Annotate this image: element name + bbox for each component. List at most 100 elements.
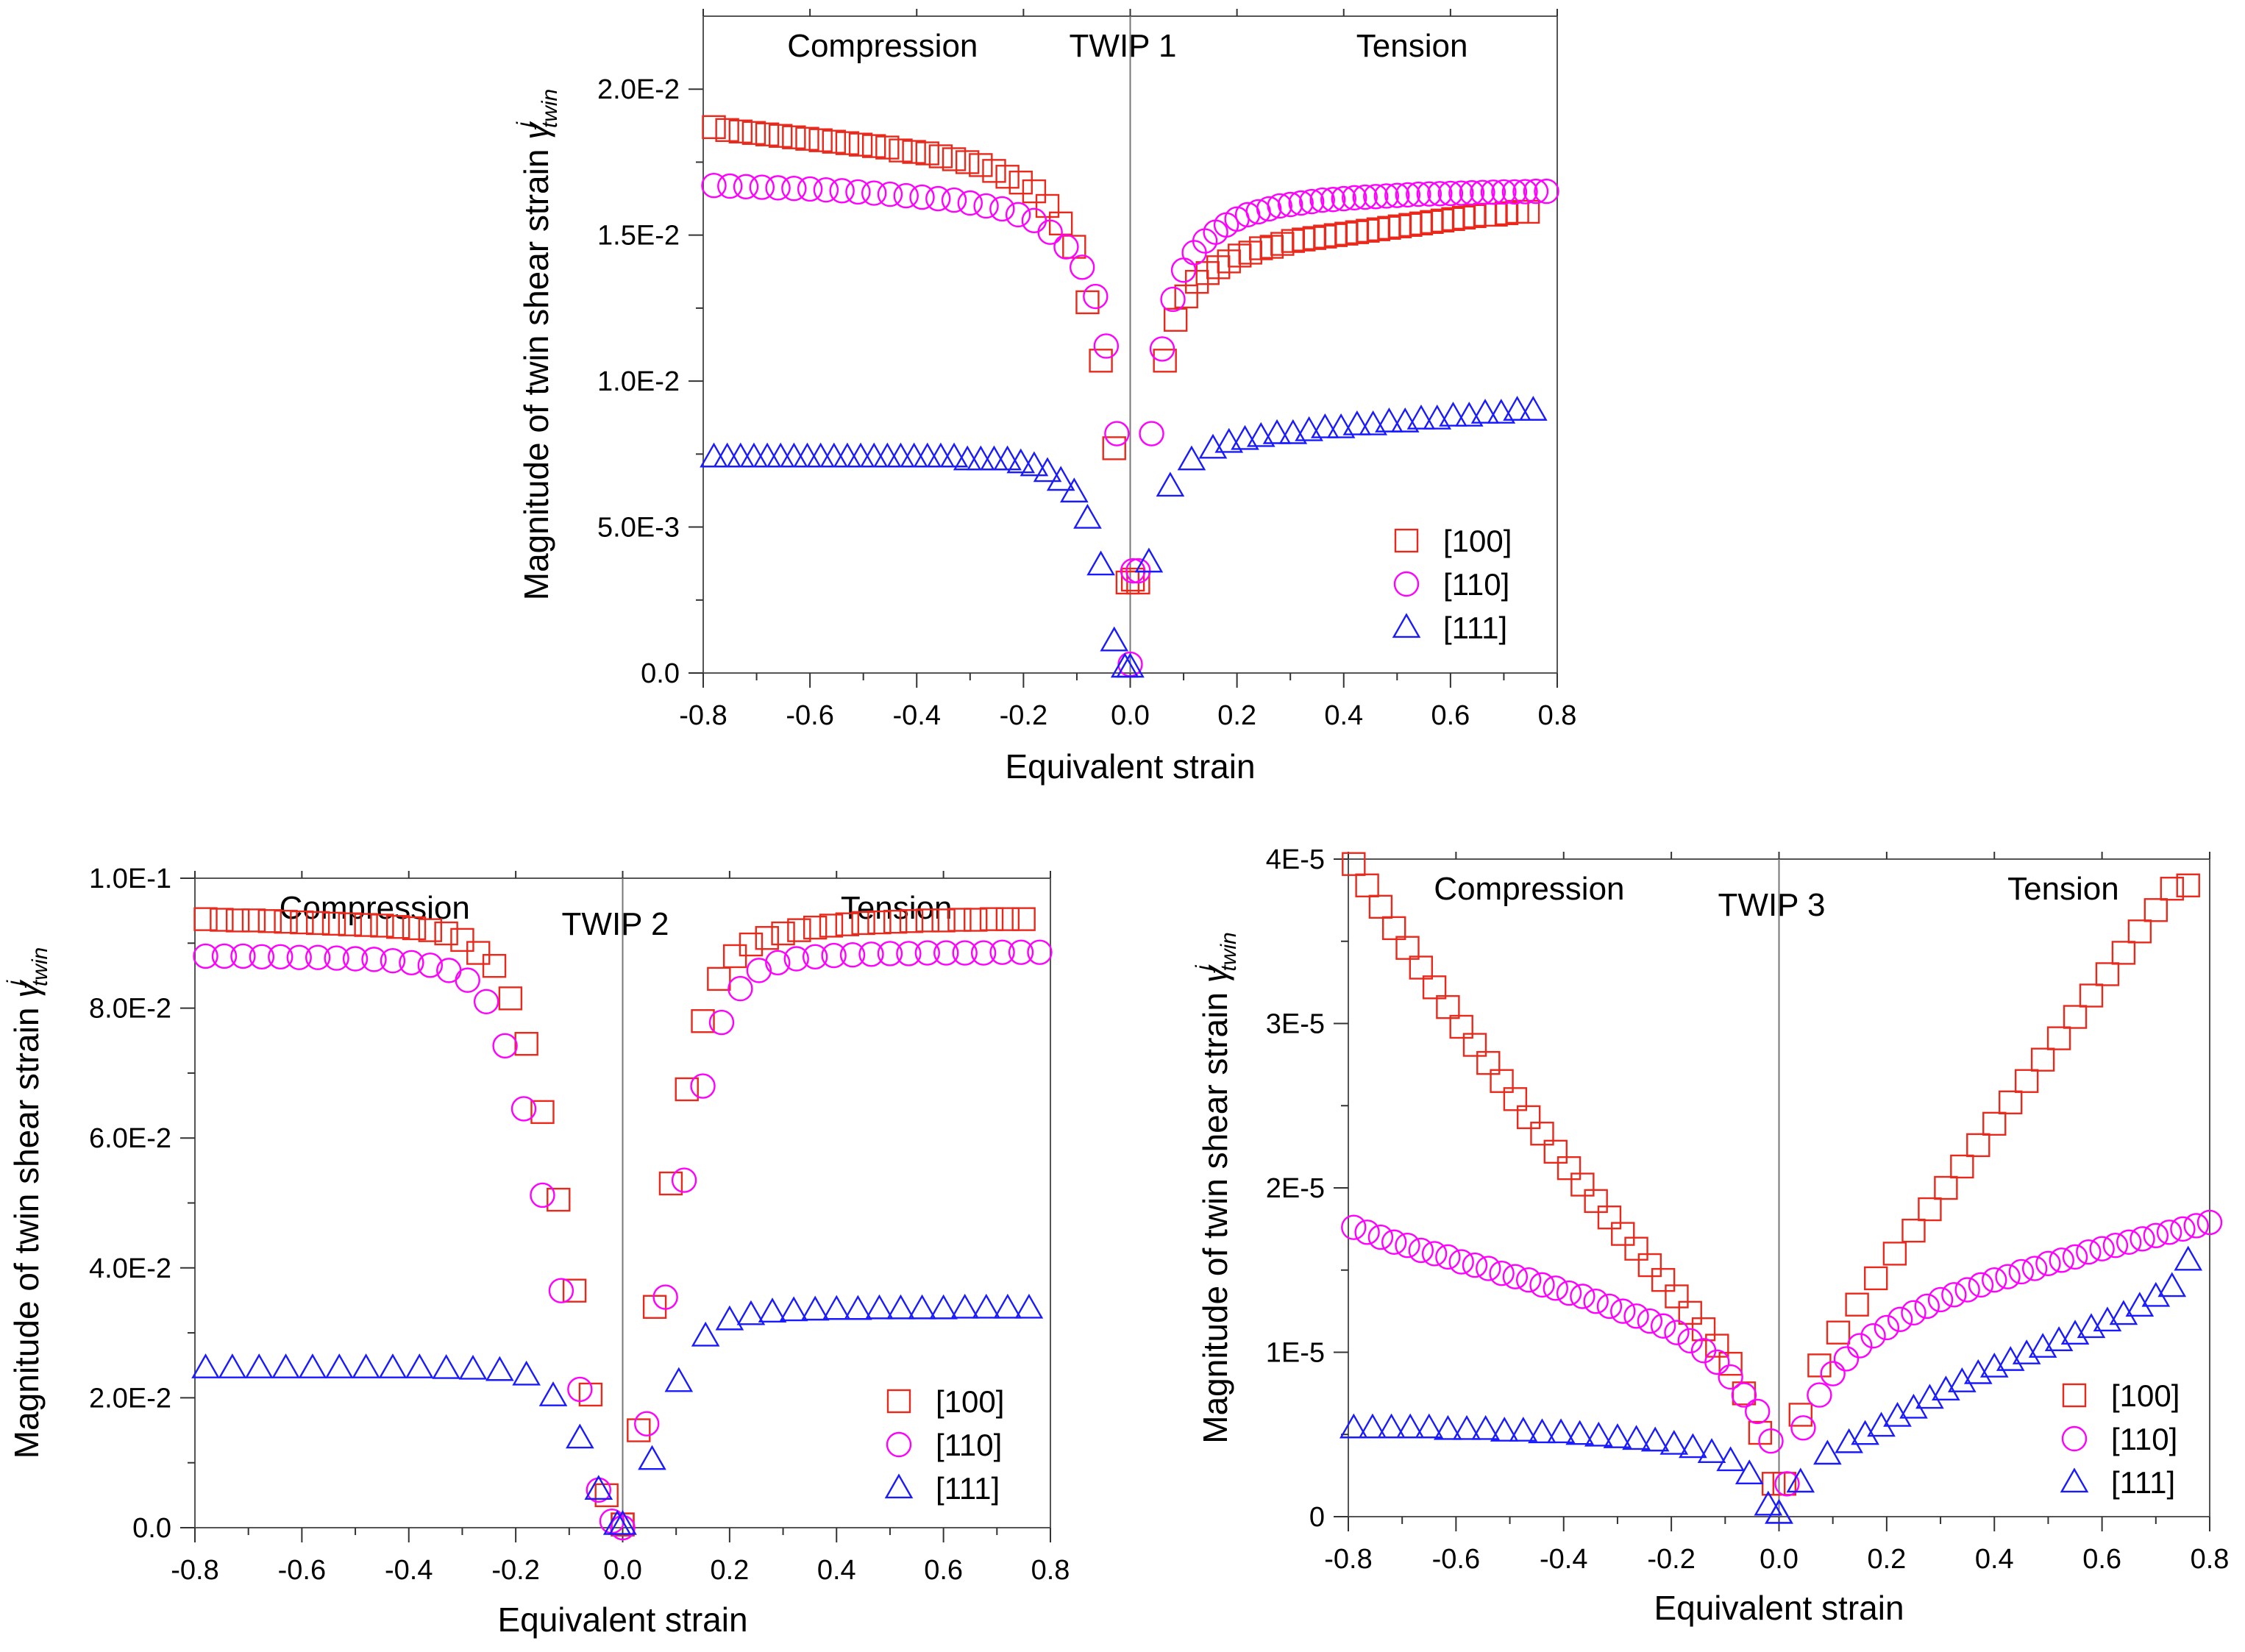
triangle-point	[886, 1294, 915, 1320]
triangle-point	[1033, 457, 1062, 483]
annotation-compression: Compression	[1434, 871, 1624, 907]
square-point	[370, 914, 394, 938]
square-point	[2030, 1047, 2055, 1072]
circle-point	[1529, 1272, 1555, 1298]
legend-label: [100]	[1443, 524, 1512, 558]
square-point	[889, 138, 913, 163]
square-point	[1705, 1334, 1729, 1358]
y-tick-label: 2E-5	[1266, 1173, 1325, 1204]
circle-point	[1874, 1314, 1900, 1341]
triangle-point	[271, 1353, 300, 1378]
circle-point	[324, 945, 349, 971]
circle-point	[1416, 181, 1442, 207]
triangle-point	[1326, 413, 1356, 438]
square-point	[902, 140, 926, 164]
square-point	[434, 921, 458, 946]
triangle-point	[405, 1353, 434, 1378]
circle-point	[1320, 187, 1346, 213]
square-point	[2143, 898, 2168, 922]
square-point	[498, 986, 523, 1011]
circle-point	[1901, 1300, 1926, 1326]
legend-label: [110]	[936, 1428, 1002, 1462]
triangle-point	[1262, 419, 1292, 444]
circle-point	[708, 1009, 735, 1036]
annotation-title: TWIP 2	[562, 906, 669, 942]
legend-square-marker	[1394, 528, 1419, 553]
circle-point	[952, 940, 978, 966]
square-point	[875, 135, 900, 160]
twip3-series-circle	[1341, 1209, 2223, 1497]
square-point	[1436, 994, 1460, 1019]
triangle-point	[2141, 1281, 2171, 1307]
circle-point	[1941, 1282, 1967, 1308]
circle-point	[473, 989, 499, 1014]
triangle-point	[191, 1353, 220, 1378]
triangle-point	[929, 1294, 958, 1320]
y-tick-label: 8.0E-2	[89, 994, 171, 1025]
triangle-point	[1509, 1417, 1538, 1442]
circle-point	[1820, 1361, 1846, 1386]
square-point	[2014, 1069, 2039, 1093]
circle-point	[1083, 283, 1109, 310]
x-tick-label: 0.4	[1975, 1544, 2014, 1575]
square-point	[867, 910, 892, 935]
y-tick-label: 5.0E-3	[597, 513, 680, 544]
legend-label: [110]	[2111, 1422, 2177, 1456]
x-tick-label: -0.4	[385, 1555, 433, 1586]
circle-point	[1104, 421, 1130, 446]
square-point	[2046, 1026, 2071, 1050]
triangle-point	[1622, 1425, 1651, 1450]
circle-point	[2183, 1213, 2209, 1239]
square-point	[808, 128, 833, 152]
circle-point	[2049, 1247, 2074, 1273]
x-tick-label: 0.0	[1760, 1544, 1799, 1575]
triangle-point	[806, 442, 835, 468]
circle-point	[1462, 1252, 1488, 1278]
circle-point	[1005, 202, 1031, 228]
legend-circle-marker	[2061, 1425, 2088, 1452]
circle-point	[1927, 1286, 1954, 1313]
triangle-point	[352, 1353, 380, 1378]
square-point	[1543, 1139, 1568, 1164]
circle-point	[305, 944, 331, 970]
circle-point	[1570, 1283, 1595, 1309]
circle-point	[1774, 1471, 1800, 1497]
triangle-point	[1006, 448, 1036, 474]
circle-point	[1502, 1264, 1529, 1289]
square-point	[530, 1100, 555, 1125]
x-tick-label: 0.4	[817, 1555, 856, 1586]
circle-point	[634, 1411, 660, 1436]
x-tick-label: -0.6	[1432, 1544, 1480, 1575]
triangle-point	[1406, 405, 1436, 430]
triangle-point	[793, 442, 822, 468]
circle-point	[861, 180, 887, 206]
triangle-point	[1156, 471, 1185, 497]
annotation-tension: Tension	[1356, 28, 1468, 64]
circle-point	[1847, 1333, 1873, 1359]
circle-point	[1288, 190, 1314, 216]
circle-point	[1476, 1256, 1501, 1281]
circle-point	[1203, 219, 1228, 245]
triangle-point	[1452, 1414, 1481, 1440]
circle-point	[2102, 1233, 2129, 1258]
square-point	[305, 911, 330, 936]
circle-point	[2143, 1222, 2169, 1249]
twip1-series-square	[702, 115, 1540, 595]
triangle-point	[1659, 1429, 1689, 1455]
circle-point	[1807, 1382, 1832, 1408]
y-tick-label: 1.0E-1	[89, 864, 171, 894]
circle-point	[1583, 1289, 1609, 1314]
circle-point	[2076, 1239, 2102, 1265]
square-point	[1901, 1218, 1926, 1243]
square-point	[482, 954, 507, 978]
circle-point	[989, 196, 1015, 222]
square-point	[1624, 1236, 1648, 1261]
triangle-point	[1519, 396, 1548, 421]
x-axis-title: Equivalent strain	[1654, 1589, 1904, 1627]
circle-point	[1512, 179, 1538, 204]
triangle-point	[691, 1321, 720, 1347]
square-point	[1570, 1172, 1595, 1197]
triangle-point	[1867, 1411, 1896, 1437]
square-point	[741, 121, 766, 145]
triangle-point	[1565, 1420, 1595, 1445]
